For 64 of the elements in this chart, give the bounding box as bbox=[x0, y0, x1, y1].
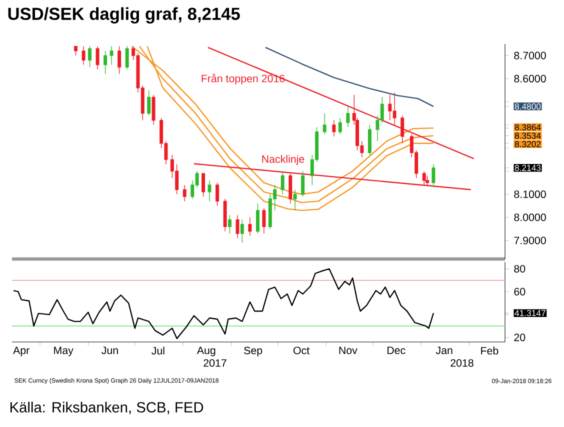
candlestick bbox=[208, 180, 212, 202]
candlestick bbox=[368, 124, 372, 156]
y-tick-label: 8.3534 bbox=[514, 132, 541, 139]
y-tick-label: 8.7000 bbox=[514, 52, 546, 60]
candlestick bbox=[147, 90, 151, 116]
y-tick-label: 41.3147 bbox=[514, 310, 546, 316]
candlestick bbox=[88, 46, 92, 68]
y-tick-label: 7.9000 bbox=[514, 236, 546, 244]
candlestick bbox=[125, 46, 129, 70]
candlestick bbox=[110, 46, 114, 66]
text: 2017 bbox=[204, 359, 226, 367]
y-tick-label: 8.0000 bbox=[514, 214, 546, 222]
candlestick bbox=[426, 175, 429, 186]
candlestick bbox=[293, 189, 297, 211]
x-tick-label: May bbox=[54, 346, 74, 356]
chart-title: USD/SEK daglig graf, 8,2145 bbox=[8, 7, 240, 24]
candlestick bbox=[240, 219, 244, 244]
candlestick bbox=[82, 46, 86, 66]
candlestick bbox=[432, 164, 436, 186]
x-tick-label: Jul bbox=[152, 346, 164, 355]
candlestick bbox=[256, 203, 260, 234]
y-tick-label: 20 bbox=[514, 334, 526, 342]
candlestick bbox=[322, 113, 326, 134]
candlestick bbox=[236, 214, 240, 239]
candlestick bbox=[262, 208, 266, 234]
line-series bbox=[12, 268, 434, 340]
candlestick bbox=[74, 46, 78, 56]
y-tick-label: 60 bbox=[514, 288, 526, 296]
annotation: Nacklinje bbox=[262, 155, 304, 165]
x-tick-label: Aug bbox=[196, 346, 216, 356]
y-tick-label: 8.4800 bbox=[514, 103, 541, 110]
candlestick bbox=[202, 173, 206, 197]
text: 2018 bbox=[450, 359, 474, 367]
candlestick bbox=[118, 46, 122, 74]
x-tick-label: Sep bbox=[244, 346, 262, 356]
candlestick bbox=[152, 94, 156, 126]
x-tick-label: Feb bbox=[481, 346, 498, 355]
candlestick bbox=[228, 214, 232, 234]
candlestick bbox=[216, 182, 220, 206]
candlestick bbox=[182, 184, 186, 202]
y-tick-label: 8.3864 bbox=[514, 124, 541, 130]
x-tick-label: Dec bbox=[388, 346, 406, 354]
candlestick bbox=[104, 50, 108, 74]
x-tick-label: Oct bbox=[293, 346, 310, 354]
candlestick bbox=[280, 170, 284, 195]
candlestick bbox=[332, 120, 336, 137]
candlestick bbox=[346, 106, 350, 128]
candlestick bbox=[400, 115, 404, 144]
candlestick bbox=[223, 198, 227, 232]
candlestick bbox=[248, 217, 252, 236]
y-tick-label: 8.3202 bbox=[514, 141, 541, 148]
y-tick-label: 80 bbox=[514, 265, 526, 273]
candlestick bbox=[301, 170, 305, 197]
x-tick-label: Nov bbox=[339, 346, 358, 354]
candlestick bbox=[96, 46, 100, 70]
y-tick-label: 8.2143 bbox=[514, 164, 541, 171]
x-tick-label: Jan bbox=[436, 346, 452, 354]
y-tick-label: 8.6000 bbox=[514, 74, 546, 82]
y-tick-label: 8.1000 bbox=[514, 190, 546, 198]
candlestick bbox=[338, 118, 342, 134]
candlestick bbox=[422, 170, 426, 186]
x-tick-label: Jun bbox=[102, 346, 118, 354]
text: Källa: Riksbanken, SCB, FED bbox=[10, 402, 204, 414]
x-tick-label: Apr bbox=[13, 346, 30, 356]
